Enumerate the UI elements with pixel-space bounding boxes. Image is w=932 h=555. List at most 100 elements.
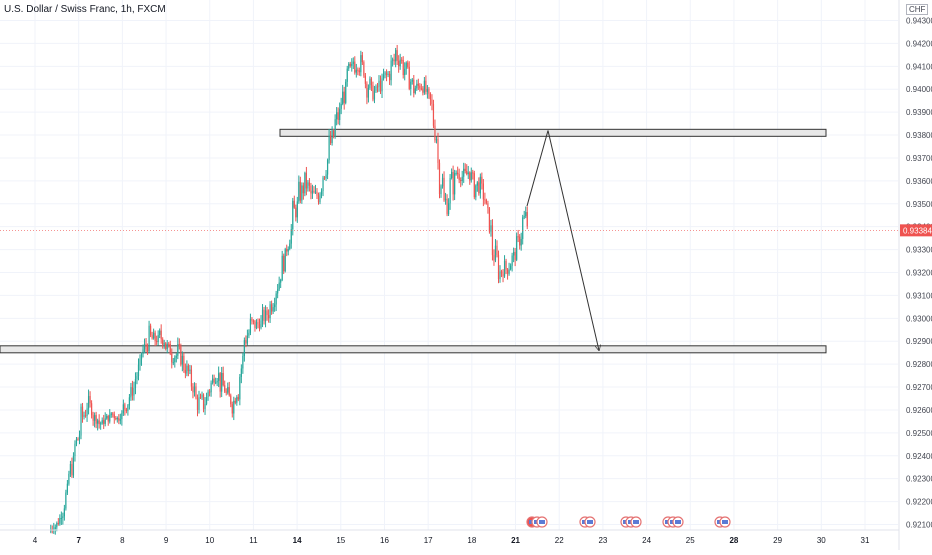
candle-body — [440, 186, 442, 195]
flag-icon — [633, 520, 639, 524]
candle-body — [334, 119, 336, 137]
candle-body — [278, 282, 280, 290]
candle-body — [467, 172, 469, 175]
zones — [0, 128, 827, 354]
flag-icon — [722, 520, 728, 524]
candle-body — [396, 50, 398, 61]
candle-body — [159, 330, 161, 335]
candle-body — [71, 464, 73, 476]
candle-body — [302, 185, 304, 194]
candle-body — [435, 139, 438, 141]
candle-body — [395, 50, 397, 62]
candle-body — [337, 112, 339, 120]
candle-body — [175, 355, 177, 358]
candle-body — [193, 386, 196, 393]
candle-body — [458, 174, 460, 181]
candle-body — [94, 415, 96, 421]
candle-body — [298, 181, 300, 202]
x-tick-label: 17 — [424, 536, 433, 545]
candle-body — [301, 185, 303, 201]
candle-body — [342, 91, 344, 104]
candle-body — [364, 75, 366, 84]
candle-body — [308, 182, 311, 186]
x-tick-label: 16 — [380, 536, 389, 545]
candle-body — [399, 59, 401, 67]
candle-body — [143, 344, 146, 350]
candle-body — [248, 332, 250, 336]
candle-body — [166, 343, 168, 349]
candle-body — [169, 344, 171, 354]
candle-body — [100, 423, 102, 425]
candle-body — [379, 80, 382, 92]
x-tick-label: 8 — [120, 536, 125, 545]
candle-body — [213, 378, 215, 383]
candle-body — [113, 414, 115, 419]
candle-body — [496, 245, 498, 256]
candle-body — [224, 385, 226, 392]
candle-body — [307, 182, 309, 189]
candle-body — [411, 79, 413, 82]
candle-body — [416, 83, 418, 89]
x-tick-label: 7 — [76, 536, 81, 545]
candle-body — [186, 365, 188, 374]
candle-body — [57, 523, 59, 525]
candle-body — [148, 325, 150, 352]
candle-body — [107, 416, 109, 422]
candle-body — [484, 199, 486, 201]
candle-body — [393, 59, 395, 62]
candle-body — [103, 420, 105, 424]
candle-body — [295, 207, 297, 218]
candle-body — [205, 396, 208, 404]
candle-body — [443, 177, 445, 201]
candle-body — [408, 66, 410, 89]
candle-body — [417, 83, 419, 86]
candle-body — [83, 415, 85, 417]
candle-body — [526, 212, 528, 227]
candle-body — [140, 354, 143, 360]
candle-body — [163, 343, 165, 345]
candle-body — [172, 362, 174, 364]
candle-body — [464, 168, 466, 171]
candle-body — [410, 81, 412, 89]
candle-body — [457, 172, 459, 175]
candle-body — [375, 86, 377, 91]
candle-body — [195, 386, 197, 398]
candle-body — [212, 378, 214, 383]
candle-body — [139, 359, 141, 365]
candle-body — [178, 344, 180, 346]
candle-body — [292, 200, 294, 230]
candle-body — [222, 372, 224, 386]
candle-body — [98, 420, 100, 425]
candle-body — [325, 174, 327, 178]
candle-body — [243, 340, 245, 357]
candle-body — [447, 203, 450, 215]
candle-body — [466, 170, 468, 175]
candle-body — [390, 60, 392, 81]
candle-body — [446, 198, 448, 215]
candle-body — [293, 200, 295, 208]
economic-events[interactable] — [526, 516, 731, 528]
projection-arrow — [526, 130, 599, 350]
candle-body — [343, 91, 345, 103]
candle-body — [260, 320, 262, 328]
candle-body — [192, 386, 194, 393]
candle-body — [472, 172, 474, 174]
candle-body — [366, 83, 368, 98]
candle-body — [269, 304, 271, 319]
candle-body — [180, 345, 182, 365]
candle-body — [370, 78, 373, 86]
candle-body — [183, 355, 185, 370]
candle-body — [428, 88, 430, 94]
candle-body — [407, 62, 409, 67]
candle-body — [171, 353, 173, 363]
candle-body — [177, 344, 179, 356]
